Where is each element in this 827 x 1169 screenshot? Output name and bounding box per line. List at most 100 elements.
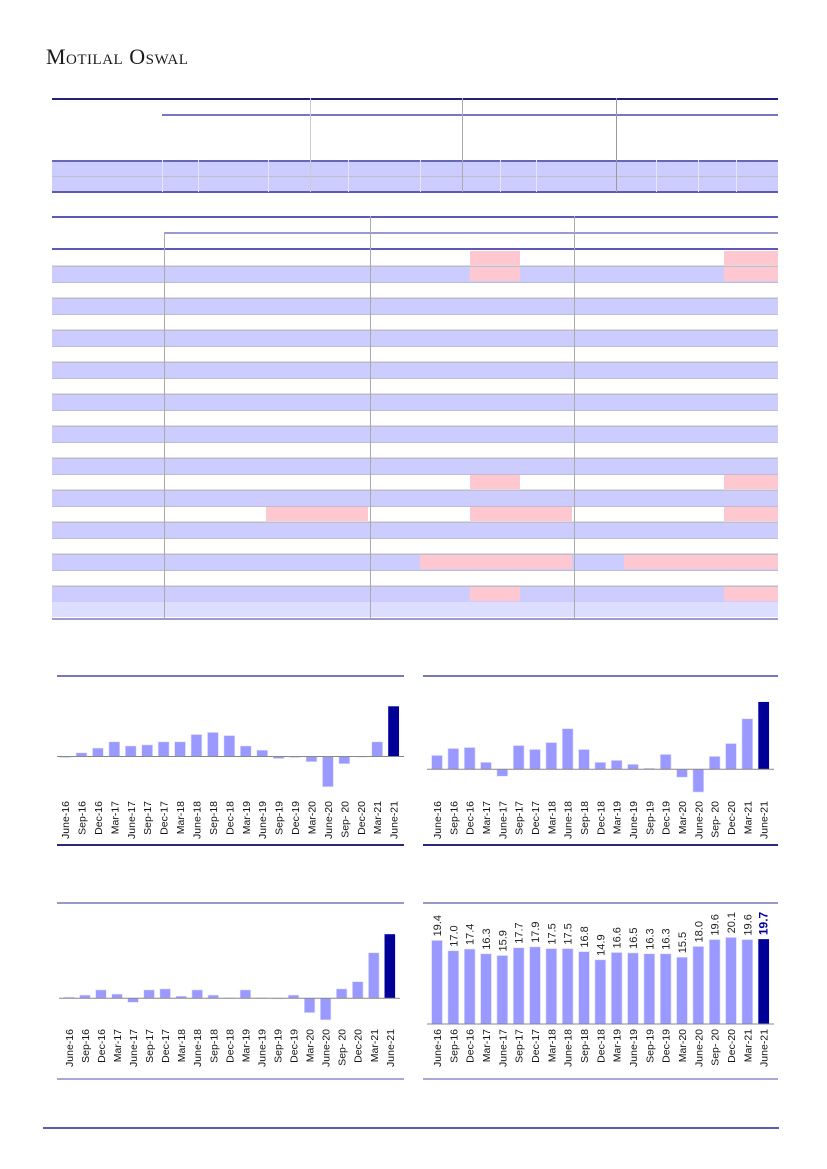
table-row — [52, 554, 778, 571]
bar-Sep-16 — [75, 752, 88, 757]
x-tick-label: June-17 — [497, 1029, 509, 1067]
x-tick-label: Sep-18 — [579, 801, 591, 835]
x-tick-label: Dec-17 — [530, 1029, 542, 1063]
bar-June-18 — [561, 948, 574, 1025]
bar-Mar-17 — [480, 953, 492, 1025]
column-divider — [656, 160, 657, 192]
x-tick-label: Mar-21 — [742, 1029, 754, 1062]
highlight-cell — [724, 555, 778, 569]
column-divider — [462, 98, 463, 192]
x-tick-label: Sep- 20 — [710, 801, 722, 838]
header-bottom-rule — [52, 248, 778, 250]
x-tick-label: Mar-21 — [372, 801, 384, 834]
data-label: 16.3 — [661, 928, 673, 949]
x-tick-label: Dec-18 — [224, 801, 236, 835]
x-tick-label: Sep-19 — [272, 1029, 284, 1063]
x-tick-label: Mar-17 — [481, 1029, 493, 1062]
x-tick-label: June-16 — [64, 1029, 76, 1067]
table-top-rule — [52, 216, 778, 218]
bar-Dec-19 — [659, 754, 672, 770]
bar-Dec-16 — [92, 747, 104, 757]
x-tick-label: Mar-18 — [546, 801, 558, 834]
x-tick-label: Sep-17 — [142, 801, 154, 835]
chart-2: June-16 Sep-16 Dec-16 Mar-17 June-17 Sep-17 De… — [423, 675, 778, 847]
highlight-cell — [470, 507, 520, 521]
data-label: 16.3 — [481, 928, 493, 949]
x-tick-label: Dec-20 — [726, 1029, 738, 1063]
data-label: 16.6 — [612, 927, 624, 948]
bar-June-19 — [256, 749, 268, 757]
brand-logo: Motilal Oswal — [46, 44, 189, 69]
x-tick-label: June-21 — [759, 1029, 771, 1067]
x-tick-label: Mar-19 — [241, 801, 253, 834]
x-tick-label: Dec-17 — [160, 1029, 172, 1063]
bar-June-16 — [431, 940, 443, 1025]
table-row — [52, 330, 778, 347]
data-label: 15.5 — [677, 932, 689, 953]
chart-4-plot: 19.4 June-16 17.0 Sep-16 17.4 Dec-16 16.3 Mar-1… — [427, 911, 774, 1067]
data-label: 17.7 — [514, 922, 526, 943]
bar-Sep-20 — [338, 756, 351, 765]
bar-Mar-21 — [741, 939, 754, 1025]
x-tick-label: Mar-20 — [677, 1029, 689, 1062]
column-divider — [162, 160, 163, 192]
table-row — [52, 426, 778, 443]
x-tick-label: Sep-18 — [579, 1029, 591, 1063]
data-label: 19.4 — [432, 915, 444, 936]
bar-June-21 — [758, 701, 770, 770]
bar-Dec-17 — [529, 749, 541, 770]
chart-bottom-rule — [57, 1078, 404, 1080]
x-tick-label: June-16 — [432, 1029, 444, 1067]
chart-1: June-16 Sep-16 Dec-16 Mar-17 June-17 Sep-17 De… — [57, 675, 404, 847]
x-tick-label: Dec-19 — [661, 801, 673, 835]
bar-Sep-17 — [512, 745, 525, 770]
detail-table — [52, 216, 778, 620]
bar-June-19 — [627, 764, 639, 770]
x-tick-label: Sep- 20 — [337, 1029, 349, 1066]
bar-Mar-19 — [610, 760, 623, 770]
x-tick-label: June-20 — [693, 801, 705, 839]
bar-Mar-20 — [676, 768, 688, 778]
data-label: 17.5 — [563, 923, 575, 944]
x-tick-label: June-18 — [191, 801, 203, 839]
table-row — [52, 282, 778, 298]
bar-Dec-20 — [725, 937, 737, 1025]
bar-June-21 — [388, 706, 400, 757]
highlight-cell — [520, 507, 572, 521]
chart-bottom-rule — [57, 844, 404, 846]
data-label: 16.8 — [579, 926, 591, 947]
x-tick-label: Mar-17 — [112, 1029, 124, 1062]
x-tick-label: June-21 — [759, 801, 771, 839]
bar-Mar-19 — [240, 745, 252, 757]
column-divider — [698, 160, 699, 192]
footer-rule — [43, 1127, 779, 1129]
table-row — [52, 506, 778, 522]
x-tick-label: Mar-19 — [240, 1029, 252, 1062]
x-tick-label: June-19 — [256, 1029, 268, 1067]
table-row — [52, 490, 778, 507]
data-label: 17.0 — [448, 925, 460, 946]
bar-June-20 — [692, 768, 705, 793]
bar-Dec-17 — [529, 946, 541, 1025]
bar-Dec-18 — [223, 735, 236, 757]
table-bottom-rule — [52, 618, 778, 620]
x-tick-label: Mar-17 — [481, 801, 493, 834]
highlight-cell — [420, 555, 470, 569]
highlight-cell — [470, 475, 520, 489]
data-label: 15.9 — [497, 930, 509, 951]
x-tick-label: Dec-16 — [96, 1029, 108, 1063]
highlight-cell — [724, 251, 778, 265]
x-tick-label: Mar-19 — [612, 1029, 624, 1062]
highlight-cell — [724, 507, 778, 521]
x-tick-label: June-19 — [628, 1029, 640, 1067]
highlight-cell — [520, 555, 572, 569]
bar-Mar-20 — [676, 956, 688, 1025]
column-divider — [736, 160, 737, 192]
x-tick-label: June-21 — [385, 1029, 397, 1067]
chart-3-plot: June-16 Sep-16 Dec-16 Mar-17 June-17 Sep-17 De… — [59, 934, 400, 1067]
column-divider — [348, 160, 349, 192]
bar-Sep-18 — [578, 749, 590, 770]
bar-June-20 — [320, 997, 332, 1021]
highlight-cell — [470, 587, 520, 601]
x-tick-label: Mar-20 — [677, 801, 689, 834]
